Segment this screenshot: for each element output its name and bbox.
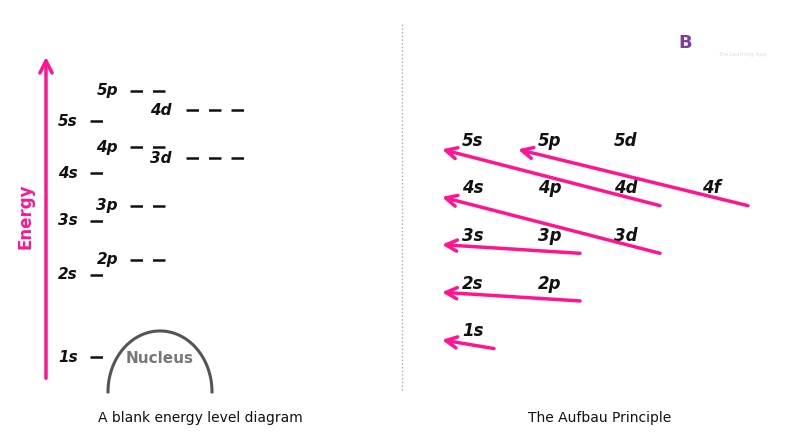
Text: 5d: 5d: [614, 132, 638, 150]
Text: 3p: 3p: [538, 227, 562, 245]
Text: 3p: 3p: [97, 198, 118, 213]
Text: 2s: 2s: [462, 275, 483, 293]
Text: 3s: 3s: [462, 227, 483, 245]
Text: BYJU'S: BYJU'S: [723, 27, 761, 37]
Text: B: B: [678, 34, 692, 52]
Text: 1s: 1s: [462, 322, 483, 340]
Text: 5s: 5s: [462, 132, 483, 150]
Text: 2p: 2p: [538, 275, 562, 293]
Text: A blank energy level diagram: A blank energy level diagram: [98, 411, 302, 425]
Text: 4s: 4s: [462, 179, 483, 197]
Text: 4p: 4p: [97, 140, 118, 155]
Text: 4d: 4d: [150, 103, 172, 118]
Text: Nucleus: Nucleus: [126, 351, 194, 366]
Text: 5p: 5p: [538, 132, 562, 150]
Text: 4s: 4s: [58, 166, 78, 181]
Text: 1s: 1s: [58, 350, 78, 365]
Text: 5p: 5p: [97, 84, 118, 98]
Text: Energy: Energy: [17, 184, 35, 249]
Text: The Aufbau Principle: The Aufbau Principle: [528, 411, 672, 425]
Text: 3d: 3d: [614, 227, 638, 245]
Text: 3d: 3d: [150, 151, 172, 165]
Text: 2p: 2p: [97, 252, 118, 267]
Text: 3s: 3s: [58, 213, 78, 228]
Text: 2s: 2s: [58, 268, 78, 282]
Text: 5s: 5s: [58, 114, 78, 129]
FancyBboxPatch shape: [658, 17, 711, 71]
Text: 4d: 4d: [614, 179, 638, 197]
Text: 4f: 4f: [702, 179, 721, 197]
Text: The Learning App: The Learning App: [718, 52, 766, 57]
Text: 4p: 4p: [538, 179, 562, 197]
